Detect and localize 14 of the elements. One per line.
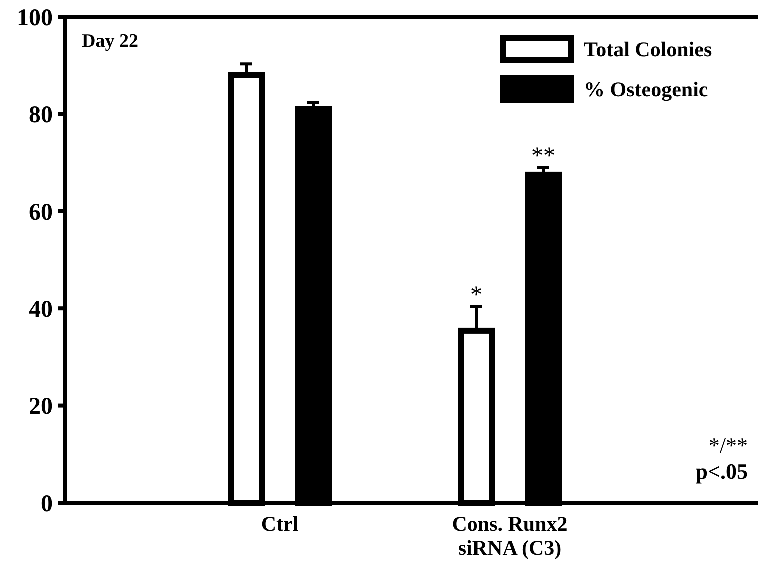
y-tick-label: 40 bbox=[29, 297, 53, 323]
x-tick-label: Ctrl bbox=[261, 512, 299, 536]
annotation: ** bbox=[532, 144, 556, 170]
y-tick-label: 0 bbox=[41, 491, 53, 518]
legend-label: Total Colonies bbox=[584, 37, 712, 62]
y-tick-label: 80 bbox=[29, 102, 53, 129]
legend-label: % Osteogenic bbox=[584, 77, 708, 102]
annotation: * bbox=[470, 282, 482, 309]
y-tick-label: 60 bbox=[29, 200, 53, 226]
x-tick-label: Cons. Runx2 siRNA (C3) bbox=[452, 512, 568, 560]
annotation: */** p<.05 bbox=[696, 433, 748, 484]
y-tick-label: 20 bbox=[29, 394, 53, 420]
y-tick-label: 100 bbox=[17, 5, 53, 32]
annotation: Day 22 bbox=[82, 31, 138, 52]
